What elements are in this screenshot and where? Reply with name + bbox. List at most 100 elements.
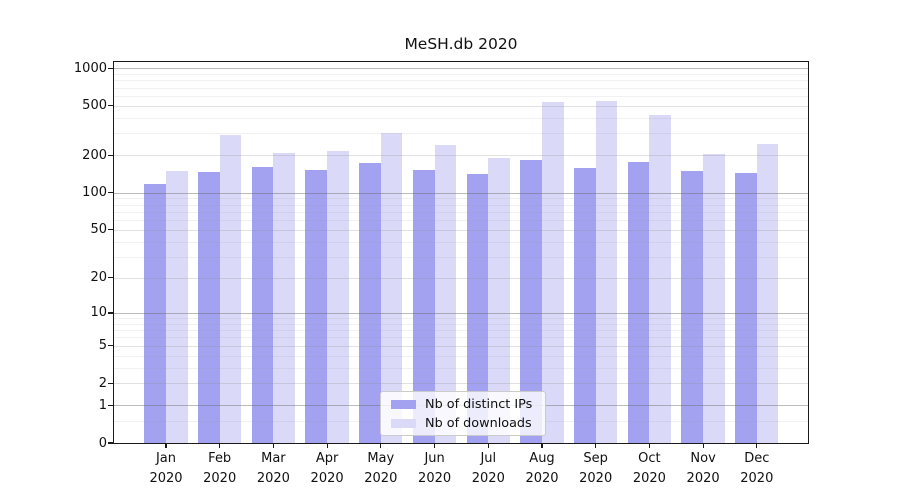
y-tick-mark [108, 345, 113, 347]
y-tick-label: 100 [82, 185, 107, 201]
y-tick-mark [108, 67, 113, 69]
gridline [114, 383, 808, 385]
bar-distinct-ips-apr [305, 170, 328, 443]
x-tick-label: Jan 2020 [149, 451, 183, 486]
gridlines-layer [114, 62, 808, 443]
x-tick-label: Nov 2020 [686, 451, 720, 486]
y-tick-mark [108, 442, 113, 444]
bar-distinct-ips-jun [412, 170, 435, 443]
minor-gridline [114, 117, 808, 119]
gridline [114, 229, 808, 231]
gridline [114, 155, 808, 157]
y-tick-label: 1000 [73, 60, 107, 76]
gridline [114, 105, 808, 107]
x-tick-mark [380, 444, 382, 448]
x-tick-mark [433, 444, 436, 448]
y-tick-mark [108, 105, 113, 107]
y-tick-mark [108, 154, 113, 156]
bar-downloads-mar [273, 152, 296, 443]
bar-downloads-feb [219, 135, 242, 443]
bar-downloads-oct [649, 115, 672, 443]
minor-gridline [114, 241, 808, 243]
minor-gridline [114, 337, 808, 339]
plot-area [113, 61, 809, 444]
x-tick-mark [595, 444, 597, 448]
bar-distinct-ips-may [359, 162, 381, 443]
bar-distinct-ips-jan [144, 184, 166, 443]
gridline [114, 192, 808, 194]
x-tick-mark [326, 444, 328, 448]
bar-downloads-aug [542, 101, 564, 443]
minor-gridline [114, 133, 808, 135]
y-tick-label: 0 [98, 435, 107, 451]
minor-gridline [114, 87, 808, 89]
legend-label-distinct-ips: Nb of distinct IPs [425, 396, 533, 412]
legend-swatch-distinct-ips-icon [391, 399, 416, 409]
minor-gridline [114, 220, 808, 221]
legend-item-distinct-ips: Nb of distinct IPs [391, 398, 535, 411]
bar-downloads-sep [595, 100, 618, 443]
gridline [114, 345, 808, 347]
legend: Nb of distinct IPs Nb of downloads [380, 391, 546, 436]
gridline [114, 312, 808, 314]
bar-distinct-ips-mar [251, 167, 274, 443]
bar-distinct-ips-oct [627, 161, 650, 443]
y-tick-label: 200 [82, 147, 107, 163]
minor-gridline [114, 80, 808, 82]
minor-gridline [114, 323, 808, 325]
y-tick-label: 1 [98, 397, 107, 413]
y-tick-label: 50 [90, 222, 107, 238]
bar-downloads-may [380, 133, 403, 443]
x-tick-label: Dec 2020 [740, 451, 774, 486]
y-tick-label: 10 [90, 305, 107, 321]
x-tick-mark [487, 444, 489, 448]
minor-gridline [114, 367, 808, 369]
x-tick-mark [219, 444, 221, 448]
legend-swatch-downloads-icon [391, 418, 416, 428]
x-tick-mark [756, 444, 758, 448]
bar-downloads-jan [166, 170, 188, 443]
y-tick-mark [108, 277, 113, 279]
x-tick-mark [541, 444, 543, 448]
minor-gridline [114, 256, 808, 258]
minor-gridline [114, 318, 808, 320]
bar-distinct-ips-jul [466, 173, 489, 443]
minor-gridline [114, 73, 808, 75]
x-tick-label: Sep 2020 [579, 451, 613, 486]
gridline [114, 68, 808, 70]
y-tick-label: 2 [98, 375, 107, 391]
x-tick-label: Aug 2020 [525, 451, 559, 486]
y-tick-mark [108, 192, 113, 194]
bar-distinct-ips-sep [574, 167, 596, 443]
bar-distinct-ips-nov [681, 171, 704, 443]
x-tick-label: Mar 2020 [256, 451, 290, 486]
bar-distinct-ips-aug [520, 159, 542, 443]
minor-gridline [114, 204, 808, 206]
legend-item-downloads: Nb of downloads [391, 417, 535, 430]
y-tick-label: 500 [82, 98, 107, 114]
x-tick-label: Feb 2020 [203, 451, 237, 486]
x-tick-label: Jun 2020 [418, 451, 452, 486]
bar-distinct-ips-dec [735, 172, 757, 443]
bar-distinct-ips-feb [198, 172, 220, 443]
minor-gridline [114, 330, 808, 332]
minor-gridline [114, 95, 808, 97]
chart-title: MeSH.db 2020 [404, 35, 518, 53]
gridline [114, 277, 808, 279]
bar-downloads-dec [756, 143, 779, 443]
bar-downloads-jul [488, 157, 510, 443]
x-tick-mark [648, 444, 651, 448]
bars-layer [114, 62, 808, 443]
bar-downloads-apr [327, 151, 349, 443]
legend-label-downloads: Nb of downloads [425, 415, 532, 431]
x-tick-label: May 2020 [364, 451, 398, 486]
y-tick-mark [108, 404, 113, 407]
bar-downloads-jun [434, 145, 457, 443]
x-tick-label: Jul 2020 [471, 451, 505, 486]
x-tick-label: Oct 2020 [632, 451, 666, 486]
y-tick-mark [108, 382, 113, 385]
minor-gridline [114, 211, 808, 213]
bar-downloads-nov [703, 153, 725, 443]
x-tick-mark [702, 444, 704, 448]
